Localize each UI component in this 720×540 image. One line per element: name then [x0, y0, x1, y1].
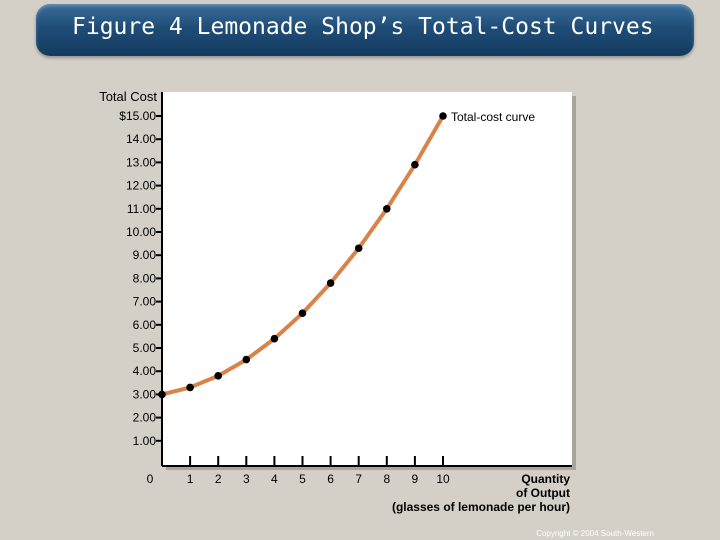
x-axis-title-line: of Output: [516, 486, 570, 500]
title-bar: [36, 4, 694, 56]
y-tick-label: 5.00: [133, 341, 157, 355]
y-tick-label: 2.00: [133, 411, 157, 425]
x-tick-label: 7: [355, 472, 362, 486]
x-tick-label: 0: [147, 472, 154, 486]
y-tick-label: 7.00: [133, 295, 157, 309]
data-point: [411, 160, 419, 169]
figure-title: Figure 4 Lemonade Shop’s Total-Cost Curv…: [72, 14, 654, 40]
data-point: [214, 372, 222, 380]
y-tick-label: 1.00: [133, 434, 157, 448]
y-tick-label: 3.00: [133, 387, 157, 401]
x-tick-label: 5: [299, 472, 306, 486]
x-tick-label: 8: [383, 472, 390, 486]
data-point: [439, 112, 447, 120]
data-point: [354, 244, 363, 253]
data-point: [186, 383, 194, 392]
x-tick-label: 10: [436, 472, 450, 486]
y-axis-title: Total Cost: [99, 89, 157, 104]
y-tick-label: 4.00: [133, 364, 157, 378]
y-tick-label: 11.00: [127, 202, 156, 216]
y-tick-label: 9.00: [133, 248, 157, 262]
x-tick-label: 1: [187, 472, 194, 486]
y-tick-label: 13.00: [126, 155, 156, 169]
data-point: [270, 334, 279, 343]
series-label: Total-cost curve: [451, 110, 535, 124]
copyright-text: Copyright © 2004 South-Western: [536, 529, 654, 538]
x-axis-title-line: (glasses of lemonade per hour): [392, 500, 570, 514]
y-tick-label: 8.00: [133, 271, 157, 285]
y-tick-label: 6.00: [133, 318, 157, 332]
x-tick-label: 2: [215, 472, 222, 486]
data-point: [242, 355, 251, 364]
data-point: [383, 205, 391, 213]
x-tick-label: 3: [243, 472, 250, 486]
data-point: [158, 390, 166, 399]
y-tick-label: 10.00: [126, 225, 156, 239]
x-tick-label: 6: [327, 472, 334, 486]
y-tick-label: 12.00: [126, 179, 156, 193]
data-point: [326, 279, 335, 287]
y-tick-label: $15.00: [119, 109, 156, 123]
x-axis-title-line: Quantity: [521, 472, 570, 486]
plot-area: [162, 92, 572, 466]
data-point: [298, 309, 307, 318]
y-tick-label: 14.00: [126, 132, 156, 146]
x-tick-label: 9: [412, 472, 419, 486]
x-tick-label: 4: [271, 472, 278, 486]
